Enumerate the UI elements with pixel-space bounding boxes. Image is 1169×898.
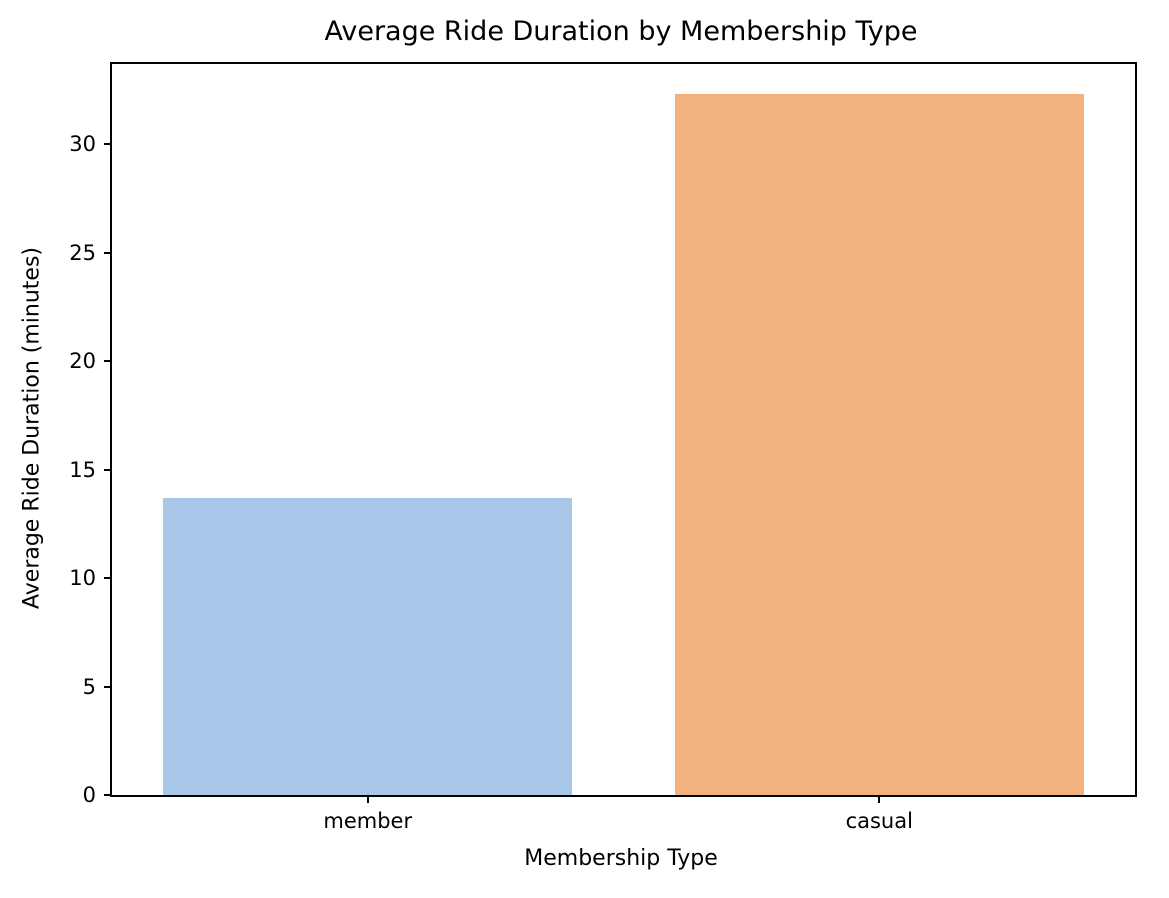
x-tick-member <box>366 795 369 803</box>
y-tick-20 <box>104 360 112 363</box>
y-tick-label-25: 25 <box>69 240 96 265</box>
bar-member <box>163 497 573 795</box>
y-tick-label-15: 15 <box>69 457 96 482</box>
x-tick-label-casual: casual <box>845 809 913 833</box>
y-tick-label-5: 5 <box>82 674 96 699</box>
y-tick-label-0: 0 <box>82 783 96 807</box>
y-tick-label-10: 10 <box>69 566 96 591</box>
bar-casual <box>674 94 1084 795</box>
y-tick-label-30: 30 <box>69 132 96 157</box>
chart-title: Average Ride Duration by Membership Type <box>324 16 918 47</box>
y-tick-10 <box>104 577 112 580</box>
x-axis-label: Membership Type <box>524 846 718 871</box>
x-tick-casual <box>878 795 881 803</box>
y-axis-label: Average Ride Duration (minutes) <box>19 247 45 609</box>
plot-area: member casual 0 5 10 15 20 25 30 <box>69 62 1137 833</box>
y-tick-30 <box>104 143 112 146</box>
y-tick-5 <box>104 685 112 688</box>
y-tick-0 <box>104 794 112 796</box>
y-tick-25 <box>104 251 112 254</box>
y-tick-label-20: 20 <box>69 349 96 374</box>
y-tick-15 <box>104 468 112 471</box>
x-tick-label-member: member <box>323 809 413 833</box>
